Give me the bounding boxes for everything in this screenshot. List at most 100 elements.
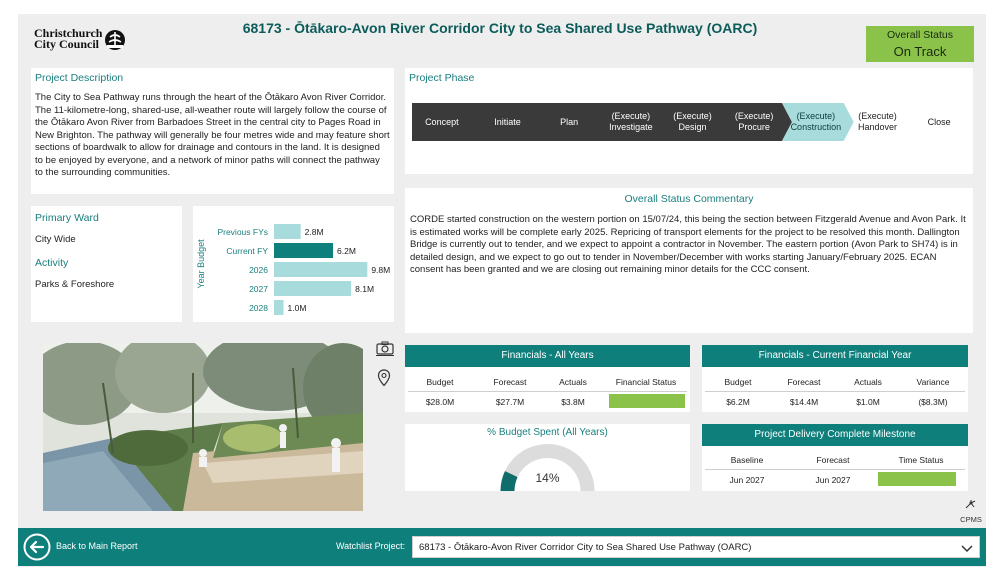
phase-step-line1: Concept bbox=[425, 116, 459, 127]
phase-step: Plan bbox=[539, 103, 599, 141]
budget-bar-category: Current FY bbox=[226, 246, 268, 256]
phase-step-line2: Investigate bbox=[609, 122, 653, 132]
camera-button[interactable] bbox=[376, 340, 394, 361]
fin-all-divider bbox=[408, 391, 687, 392]
phase-step: Concept bbox=[412, 103, 472, 141]
cpms-link[interactable]: CPMS bbox=[956, 497, 986, 524]
fin-all-budget-value: $28.0M bbox=[425, 397, 455, 407]
phase-step: Initiate bbox=[478, 103, 538, 141]
phase-step: (Execute) Handover bbox=[848, 103, 908, 141]
camera-icon bbox=[376, 341, 394, 356]
overall-status-value: On Track bbox=[893, 44, 947, 59]
financials-all-years-title: Financials - All Years bbox=[405, 345, 690, 367]
phase-step-line2: Handover bbox=[857, 122, 897, 132]
fin-all-col-forecast: Forecast bbox=[493, 377, 527, 387]
project-phase-title: Project Phase bbox=[409, 72, 475, 84]
phase-step-line1: (Execute) bbox=[611, 111, 651, 121]
watchlist-label: Watchlist Project: bbox=[336, 541, 406, 551]
project-description-title: Project Description bbox=[35, 72, 124, 84]
phase-step: (Execute) Construction bbox=[786, 103, 846, 141]
activity-label: Activity bbox=[35, 257, 69, 269]
watchlist-project-select[interactable]: 68173 - Ōtākaro-Avon River Corridor City… bbox=[412, 536, 980, 558]
council-logo: Christchurch City Council bbox=[34, 26, 125, 51]
milestone-col-time-status: Time Status bbox=[898, 455, 944, 465]
phase-chevrons bbox=[412, 103, 854, 141]
budget-spent-panel: % Budget Spent (All Years) 14% bbox=[405, 424, 690, 491]
fin-cur-col-variance: Variance bbox=[916, 377, 950, 387]
milestone-divider bbox=[705, 469, 965, 470]
project-description-panel: Project Description The City to Sea Path… bbox=[31, 68, 394, 194]
financials-all-years-panel: Financials - All Years Budget Forecast A… bbox=[405, 345, 690, 412]
phase-step: (Execute) Investigate bbox=[601, 103, 661, 141]
budget-bar-value: 1.0M bbox=[288, 303, 307, 313]
fin-cur-col-forecast: Forecast bbox=[787, 377, 821, 387]
project-description-text: The City to Sea Pathway runs through the… bbox=[35, 92, 390, 178]
budget-bar-value: 2.8M bbox=[305, 227, 324, 237]
commentary-text: CORDE started construction on the wester… bbox=[410, 214, 966, 275]
overall-status-badge: Overall Status On Track bbox=[866, 26, 974, 62]
back-arrow-icon bbox=[23, 533, 51, 561]
pathway-illustration-image bbox=[43, 343, 363, 511]
project-photo bbox=[43, 343, 363, 511]
primary-ward-label: Primary Ward bbox=[35, 212, 99, 224]
gauge-filled-arc bbox=[500, 470, 518, 491]
location-button[interactable] bbox=[377, 369, 391, 392]
phase-step: (Execute) Design bbox=[663, 103, 723, 141]
milestone-col-baseline: Baseline bbox=[730, 455, 764, 465]
fin-all-actuals-value: $3.8M bbox=[561, 397, 585, 407]
fin-cur-col-budget: Budget bbox=[724, 377, 752, 387]
fin-cur-forecast-value: $14.4M bbox=[789, 397, 819, 407]
fin-cur-variance-value: ($8.3M) bbox=[918, 397, 948, 407]
budget-bar-value: 9.8M bbox=[371, 265, 390, 275]
budget-bar bbox=[274, 300, 284, 315]
chevron-down-icon bbox=[961, 545, 973, 553]
budget-spent-title: % Budget Spent (All Years) bbox=[487, 427, 608, 438]
watchlist-selected-value: 68173 - Ōtākaro-Avon River Corridor City… bbox=[419, 542, 752, 553]
milestone-panel: Project Delivery Complete Milestone Base… bbox=[702, 424, 968, 491]
milestone-forecast-value: Jun 2027 bbox=[815, 475, 851, 485]
fin-all-col-actuals: Actuals bbox=[559, 377, 587, 387]
phase-completed-arrow bbox=[412, 103, 792, 141]
milestone-baseline-value: Jun 2027 bbox=[729, 475, 765, 485]
fin-all-col-budget: Budget bbox=[426, 377, 454, 387]
budget-bar-value: 6.2M bbox=[337, 246, 356, 256]
cpms-label: CPMS bbox=[960, 515, 982, 524]
phase-current-arrow bbox=[782, 103, 854, 141]
fin-all-col-status: Financial Status bbox=[615, 377, 677, 387]
budget-bar-category: 2028 bbox=[249, 303, 268, 313]
footer-bar: Back to Main Report Watchlist Project: 6… bbox=[18, 528, 986, 566]
gauge-remaining-arc bbox=[504, 444, 595, 491]
location-pin-icon bbox=[377, 369, 391, 387]
phase-step: Close bbox=[909, 103, 969, 141]
budget-bar-category: Previous FYs bbox=[217, 227, 268, 237]
overall-status-label: Overall Status bbox=[887, 29, 953, 41]
fin-cur-budget-value: $6.2M bbox=[726, 397, 750, 407]
project-title: 68173 - Ōtākaro-Avon River Corridor City… bbox=[242, 20, 758, 36]
back-button[interactable] bbox=[23, 533, 51, 561]
budget-spent-gauge bbox=[500, 444, 595, 491]
phase-step-line1: (Execute) bbox=[734, 111, 774, 121]
fin-cur-actuals-value: $1.0M bbox=[856, 397, 880, 407]
commentary-panel: Overall Status Commentary CORDE started … bbox=[405, 188, 973, 333]
milestone-title: Project Delivery Complete Milestone bbox=[702, 424, 968, 446]
budget-bar-value: 8.1M bbox=[355, 284, 374, 294]
logo-line-2: City Council bbox=[34, 37, 100, 51]
phase-step-line1: (Execute) bbox=[796, 111, 836, 121]
budget-spent-value: 14% bbox=[535, 471, 560, 485]
year-budget-chart-panel: Year Budget Previous FYs 2.8M Current FY 6.2… bbox=[193, 206, 394, 322]
year-budget-axis-label: Year Budget bbox=[196, 239, 206, 289]
phase-step-line1: (Execute) bbox=[858, 111, 897, 121]
phase-step-line2: Procure bbox=[738, 122, 770, 132]
budget-bar bbox=[274, 281, 352, 296]
budget-bar bbox=[274, 224, 301, 239]
back-to-main-report-link[interactable]: Back to Main Report bbox=[56, 541, 138, 551]
ward-panel: Primary Ward City Wide Activity Parks & … bbox=[31, 206, 182, 322]
year-budget-chart: Year Budget Previous FYs 2.8M Current FY 6.2… bbox=[196, 224, 390, 315]
phase-track: Concept Initiate Plan (Execute) Investigate(… bbox=[412, 103, 967, 141]
financials-current-year-panel: Financials - Current Financial Year Budg… bbox=[702, 345, 968, 412]
phase-step-line1: Initiate bbox=[494, 116, 521, 127]
phase-step-line2: Construction bbox=[790, 122, 842, 132]
council-emblem-icon bbox=[105, 30, 125, 50]
logo-line-1: Christchurch bbox=[34, 26, 103, 40]
time-status-indicator bbox=[878, 472, 956, 486]
